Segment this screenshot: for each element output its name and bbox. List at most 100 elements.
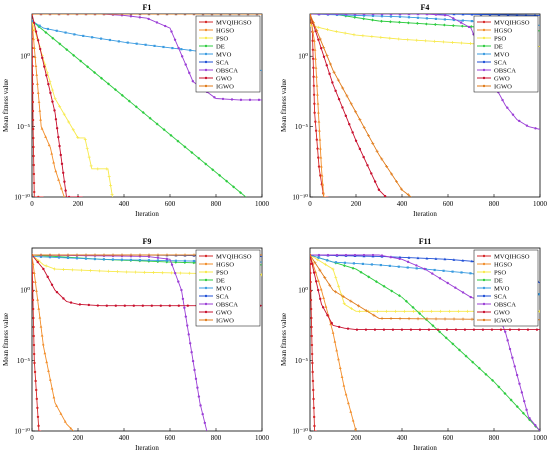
series-line-igwo <box>310 14 412 197</box>
x-tick-label: 800 <box>489 200 500 208</box>
series-marker <box>199 404 202 407</box>
series-marker <box>35 289 38 292</box>
series-marker <box>120 258 124 261</box>
series-marker <box>32 21 36 24</box>
series-marker <box>526 328 530 331</box>
series-marker <box>467 25 471 29</box>
series-marker <box>165 257 169 261</box>
series-marker <box>354 427 357 431</box>
y-tick-label: 10⁻⁵ <box>295 123 309 131</box>
series-marker <box>194 377 198 381</box>
series-marker <box>40 126 44 130</box>
series-marker <box>389 14 393 16</box>
series-marker <box>319 164 323 168</box>
legend-entry: IGWO <box>216 83 234 90</box>
series-marker <box>442 269 445 272</box>
series-marker <box>315 138 319 141</box>
legend-marker <box>482 278 486 282</box>
series-marker <box>506 14 510 17</box>
series-marker <box>32 255 34 258</box>
series-marker <box>39 118 42 121</box>
legend-entry: MVQIHGSO <box>494 253 530 260</box>
series-marker <box>371 18 375 22</box>
series-marker <box>380 316 384 320</box>
series-marker <box>461 291 465 294</box>
series-marker <box>201 14 205 16</box>
series-marker <box>60 162 64 166</box>
series-marker <box>318 137 322 141</box>
x-tick-label: 1000 <box>255 434 270 442</box>
series-marker <box>439 309 443 313</box>
series-marker <box>230 98 234 101</box>
series-marker <box>342 264 346 268</box>
series-marker <box>351 266 355 270</box>
series-marker <box>470 259 474 263</box>
series-marker <box>344 392 348 396</box>
legend-marker <box>204 20 208 24</box>
series-marker <box>203 421 207 425</box>
series-marker <box>525 408 528 412</box>
series-marker <box>362 155 365 159</box>
series-marker <box>187 333 190 336</box>
series-marker <box>380 254 384 257</box>
series-marker <box>349 306 353 310</box>
series-marker <box>39 253 43 257</box>
series-marker <box>484 372 488 376</box>
series-marker <box>364 309 368 313</box>
series-marker <box>503 330 507 333</box>
series-marker <box>424 22 428 26</box>
series-marker <box>370 263 373 266</box>
series-marker <box>354 139 358 143</box>
series-marker <box>183 253 187 257</box>
series-marker <box>323 262 327 266</box>
series-marker <box>73 33 76 36</box>
series-marker <box>147 255 151 258</box>
series-marker <box>361 262 364 266</box>
series-marker <box>143 270 147 274</box>
x-tick-label: 200 <box>73 200 84 208</box>
series-marker <box>433 268 436 272</box>
series-marker <box>32 289 34 293</box>
series-marker <box>168 304 172 307</box>
series-marker <box>416 14 420 16</box>
series-marker <box>358 118 362 122</box>
series-marker <box>431 324 435 328</box>
series-marker <box>32 100 35 104</box>
series-marker <box>310 280 312 284</box>
series-marker <box>102 14 106 16</box>
legend-marker <box>482 60 486 64</box>
series-marker <box>58 104 62 108</box>
series-marker <box>311 379 315 383</box>
series-marker <box>32 316 35 320</box>
series-marker <box>362 14 366 16</box>
series-marker <box>38 47 42 51</box>
series-marker <box>457 309 461 313</box>
series-marker <box>50 283 54 286</box>
series-marker <box>80 268 84 272</box>
series-marker <box>528 417 531 420</box>
series-marker <box>174 259 178 262</box>
series-marker <box>41 56 44 60</box>
legend-entry: SCA <box>494 293 507 300</box>
legend-entry: PSO <box>216 35 228 42</box>
series-marker <box>335 253 339 257</box>
series-marker <box>186 324 189 327</box>
series-line-igwo <box>310 254 540 321</box>
series-marker <box>353 15 357 19</box>
series-marker <box>335 348 339 352</box>
series-marker <box>353 14 357 16</box>
series-marker <box>152 271 156 275</box>
series-marker <box>316 102 320 105</box>
series-marker <box>328 72 331 76</box>
series-marker <box>159 304 163 307</box>
series-marker <box>324 305 328 308</box>
series-marker <box>57 256 61 259</box>
series-marker <box>69 301 73 304</box>
series-marker <box>515 405 519 409</box>
series-marker <box>358 147 362 151</box>
series-marker <box>407 256 411 259</box>
series-marker <box>341 106 344 109</box>
y-tick-label: 10⁰ <box>20 53 30 61</box>
series-marker <box>431 272 434 275</box>
series-marker <box>55 127 59 130</box>
